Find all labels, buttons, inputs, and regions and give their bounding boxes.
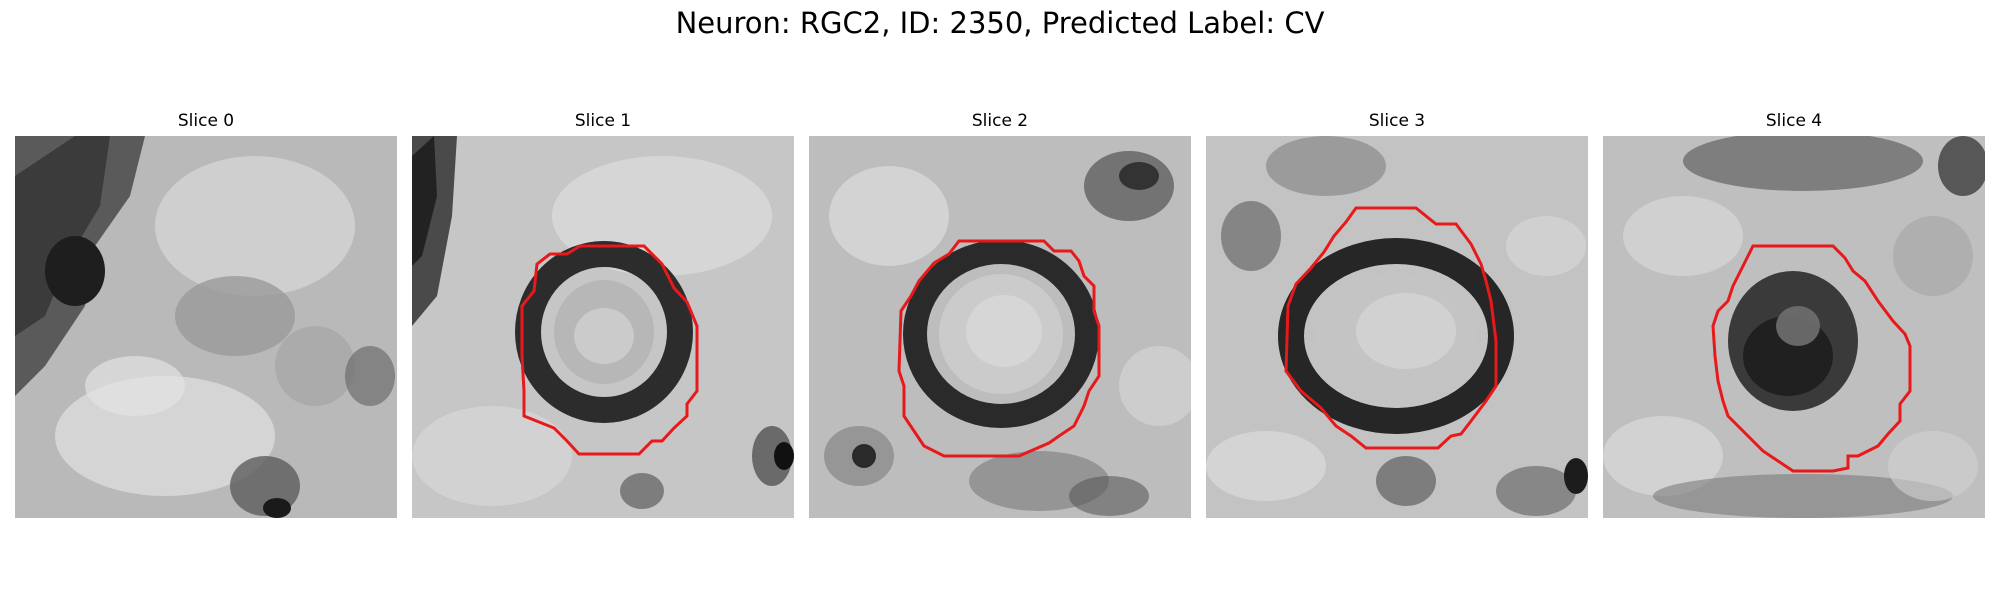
slice-title: Slice 0 [177, 111, 235, 131]
slice-title: Slice 1 [574, 111, 632, 131]
slice-image [15, 136, 397, 518]
contour-outline [1284, 206, 1498, 450]
slice-image [809, 136, 1191, 518]
figure-title: Neuron: RGC2, ID: 2350, Predicted Label:… [675, 6, 1325, 40]
slice-panel-2: Slice 2 [809, 108, 1191, 518]
slice-image [1206, 136, 1588, 518]
slice-title: Slice 2 [971, 111, 1029, 131]
slice-title: Slice 3 [1368, 111, 1426, 131]
slice-image [1603, 136, 1985, 518]
slice-image [412, 136, 794, 518]
slice-panel-4: Slice 4 [1603, 108, 1985, 518]
contour-outline [897, 239, 1101, 458]
contour-outline [1711, 244, 1912, 473]
contour-outline [520, 244, 699, 456]
slice-panel-0: Slice 0 [15, 108, 397, 518]
slice-panel-1: Slice 1 [412, 108, 794, 518]
slice-panel-3: Slice 3 [1206, 108, 1588, 518]
slice-title: Slice 4 [1765, 111, 1823, 131]
